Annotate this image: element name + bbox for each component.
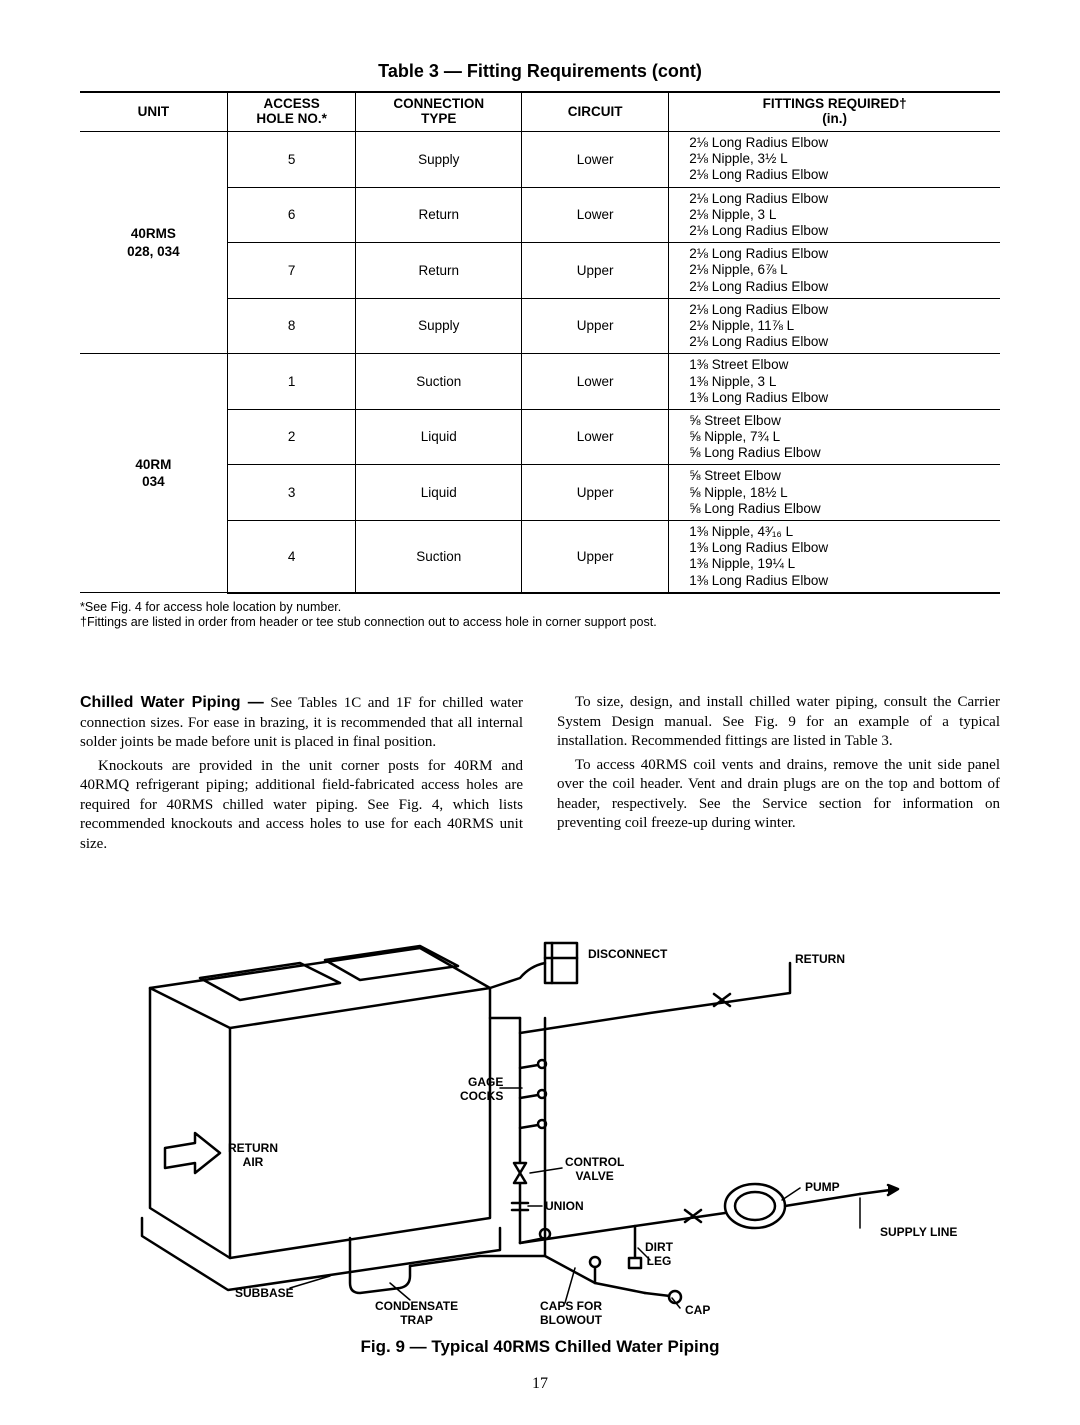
cell: 1⅜ Street Elbow 1⅜ Nipple, 3 L 1⅜ Long R…	[669, 354, 1000, 410]
cell: Supply	[356, 298, 522, 354]
label-return-air: RETURNAIR	[228, 1142, 278, 1168]
label-disconnect: DISCONNECT	[588, 948, 667, 961]
cell: 3	[227, 465, 356, 521]
footnotes: *See Fig. 4 for access hole location by …	[80, 600, 1000, 631]
unit-cell: 40RMS028, 034	[80, 132, 227, 354]
label-return: RETURN	[795, 953, 845, 966]
piping-diagram	[90, 888, 990, 1328]
label-cap: CAP	[685, 1304, 710, 1317]
label-caps-blowout: CAPS FORBLOWOUT	[540, 1300, 602, 1326]
label-union: UNION	[545, 1200, 584, 1213]
cell: 4	[227, 521, 356, 593]
cell: Upper	[522, 521, 669, 593]
label-subbase: SUBBASE	[235, 1287, 294, 1300]
fitting-table: UNIT ACCESSHOLE NO.* CONNECTIONTYPE CIRC…	[80, 91, 1000, 593]
cell: 8	[227, 298, 356, 354]
cell: Liquid	[356, 465, 522, 521]
cell: 2⅛ Long Radius Elbow 2⅛ Nipple, 3½ L 2⅛ …	[669, 132, 1000, 188]
th-access: ACCESSHOLE NO.*	[227, 92, 356, 131]
cell: Upper	[522, 465, 669, 521]
cell: 2	[227, 409, 356, 465]
cell: Liquid	[356, 409, 522, 465]
cell: 1⅜ Nipple, 4³⁄₁₆ L 1⅜ Long Radius Elbow …	[669, 521, 1000, 593]
table-title: Table 3 — Fitting Requirements (cont)	[80, 60, 1000, 83]
cell: Return	[356, 187, 522, 243]
unit-cell: 40RM034	[80, 354, 227, 593]
cell: Lower	[522, 132, 669, 188]
section-heading: Chilled Water Piping —	[80, 694, 264, 711]
page-number: 17	[80, 1374, 1000, 1395]
cell: ⅝ Street Elbow ⅝ Nipple, 7¾ L ⅝ Long Rad…	[669, 409, 1000, 465]
label-supply-line: SUPPLY LINE	[880, 1226, 957, 1239]
cell: Suction	[356, 354, 522, 410]
cell: ⅝ Street Elbow ⅝ Nipple, 18½ L ⅝ Long Ra…	[669, 465, 1000, 521]
cell: 2⅛ Long Radius Elbow 2⅛ Nipple, 11⅞ L 2⅛…	[669, 298, 1000, 354]
cell: 2⅛ Long Radius Elbow 2⅛ Nipple, 6⅞ L 2⅛ …	[669, 243, 1000, 299]
left-column: Chilled Water Piping — See Tables 1C and…	[80, 693, 523, 858]
cell: Supply	[356, 132, 522, 188]
right-column: To size, design, and install chilled wat…	[557, 693, 1000, 858]
th-connection: CONNECTIONTYPE	[356, 92, 522, 131]
cell: Lower	[522, 409, 669, 465]
figure-caption: Fig. 9 — Typical 40RMS Chilled Water Pip…	[80, 1336, 1000, 1358]
cell: Return	[356, 243, 522, 299]
label-dirt-leg: DIRTLEG	[645, 1241, 673, 1267]
figure-9: DISCONNECT RETURN GAGECOCKS RETURNAIR CO…	[80, 888, 1000, 1358]
cell: Suction	[356, 521, 522, 593]
label-control-valve: CONTROLVALVE	[565, 1156, 624, 1182]
cell: Upper	[522, 298, 669, 354]
label-pump: PUMP	[805, 1181, 840, 1194]
th-unit: UNIT	[80, 92, 227, 131]
cell: 6	[227, 187, 356, 243]
cell: 5	[227, 132, 356, 188]
body-columns: Chilled Water Piping — See Tables 1C and…	[80, 693, 1000, 858]
th-fittings: FITTINGS REQUIRED†(in.)	[669, 92, 1000, 131]
cell: 2⅛ Long Radius Elbow 2⅛ Nipple, 3 L 2⅛ L…	[669, 187, 1000, 243]
cell: 7	[227, 243, 356, 299]
th-circuit: CIRCUIT	[522, 92, 669, 131]
label-gage-cocks: GAGECOCKS	[460, 1076, 503, 1102]
label-condensate-trap: CONDENSATETRAP	[375, 1300, 458, 1326]
cell: Lower	[522, 187, 669, 243]
cell: 1	[227, 354, 356, 410]
cell: Upper	[522, 243, 669, 299]
cell: Lower	[522, 354, 669, 410]
